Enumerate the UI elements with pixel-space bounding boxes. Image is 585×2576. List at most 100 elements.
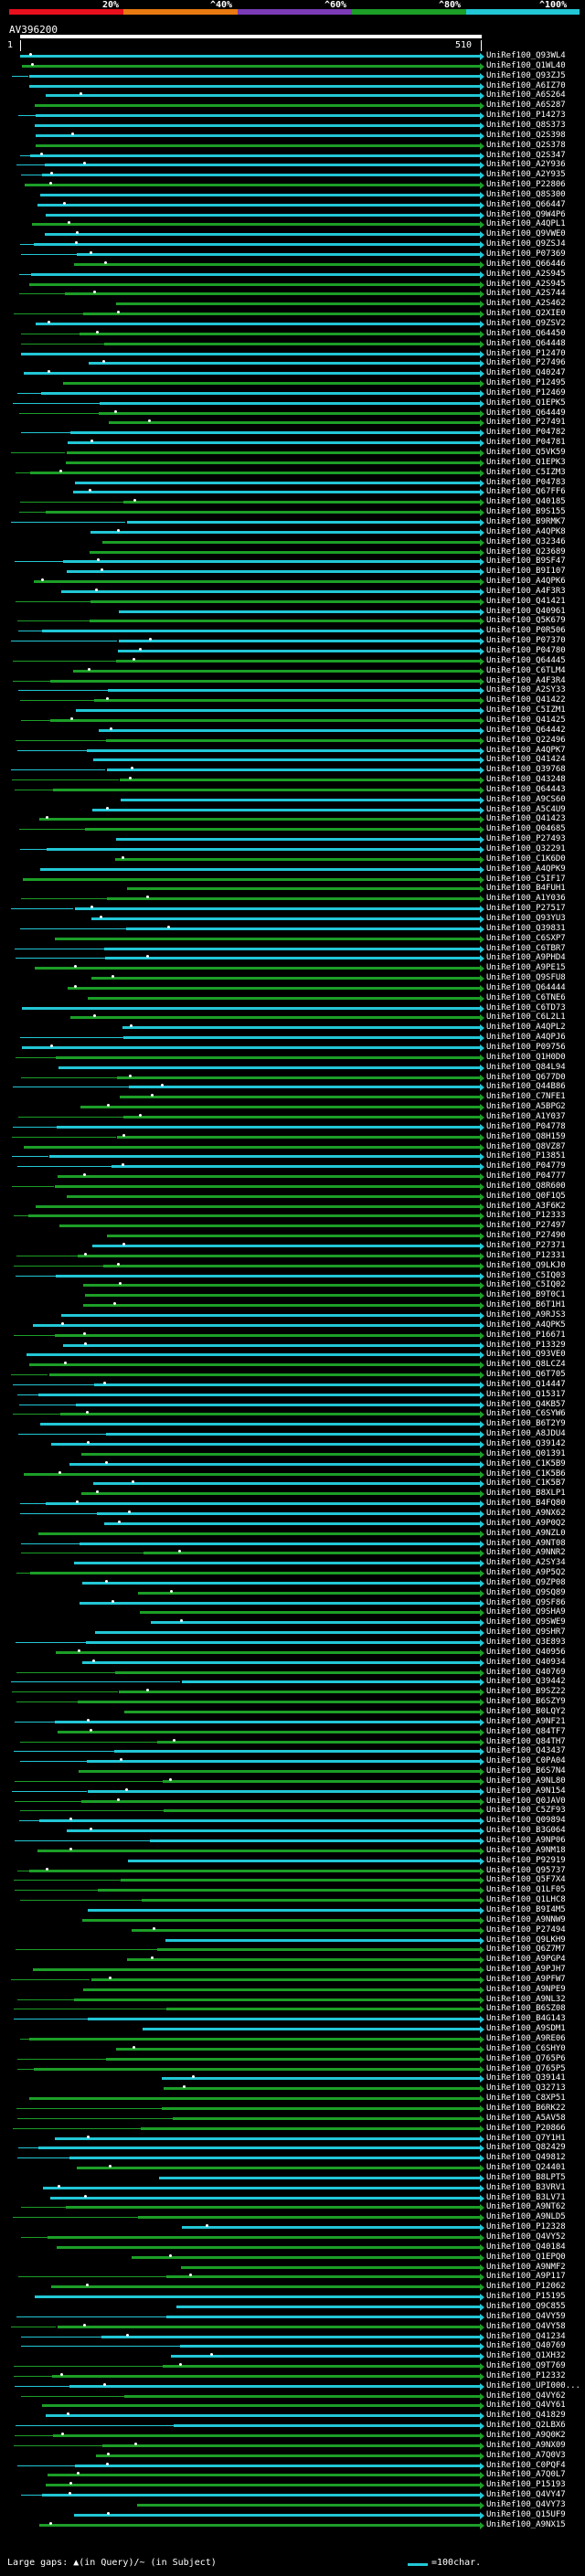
hit-id-link[interactable]: UniRef100_A4QPK8 [486,526,566,536]
hit-id-link[interactable]: UniRef100_Q4VY62 [486,2390,566,2401]
hit-id-link[interactable]: UniRef100_B4FQ80 [486,1499,566,1509]
hit-id-link[interactable]: UniRef100_A6IZ70 [486,80,566,90]
hit-id-link[interactable]: UniRef100_Q9LKH9 [486,1935,566,1945]
hit-id-link[interactable]: UniRef100_Q4VY58 [486,2321,566,2331]
hit-id-link[interactable]: UniRef100_P13851 [486,1151,566,1161]
hit-id-link[interactable]: UniRef100_Q66446 [486,259,566,269]
hit-id-link[interactable]: UniRef100_P27371 [486,1241,566,1250]
hit-id-link[interactable]: UniRef100_A2S945 [486,269,566,279]
hit-id-link[interactable]: UniRef100_Q2XIE0 [486,309,566,319]
hit-id-link[interactable]: UniRef100_Q43248 [486,775,566,785]
hit-id-link[interactable]: UniRef100_Q15UF9 [486,2509,566,2519]
hit-id-link[interactable]: UniRef100_A9NNW9 [486,1914,566,1924]
hit-id-link[interactable]: UniRef100_Q5F7X4 [486,1875,566,1885]
hit-id-link[interactable]: UniRef100_P15195 [486,2292,566,2302]
hit-id-link[interactable]: UniRef100_Q677D0 [486,1072,566,1082]
hit-id-link[interactable]: UniRef100_Q9SF86 [486,1597,566,1607]
hit-id-link[interactable]: UniRef100_Q9SQ89 [486,1587,566,1597]
hit-id-link[interactable]: UniRef100_C5IQ02 [486,1280,566,1290]
hit-id-link[interactable]: UniRef100_B6S7N4 [486,1766,566,1776]
hit-id-link[interactable]: UniRef100_Q9LKJ0 [486,1260,566,1270]
hit-id-link[interactable]: UniRef100_Q9ZSJ4 [486,239,566,249]
hit-id-link[interactable]: UniRef100_Q0JAV0 [486,1796,566,1806]
hit-id-link[interactable]: UniRef100_Q41421 [486,596,566,606]
hit-id-link[interactable]: UniRef100_B9SZ22 [486,1687,566,1697]
hit-id-link[interactable]: UniRef100_Q93WL4 [486,51,566,60]
hit-id-link[interactable]: UniRef100_A9NT62 [486,2202,566,2212]
hit-id-link[interactable]: UniRef100_Q41829 [486,2411,566,2421]
hit-id-link[interactable]: UniRef100_Q9C855 [486,2301,566,2311]
hit-id-link[interactable]: UniRef100_Q3E893 [486,1638,566,1647]
hit-id-link[interactable]: UniRef100_P12328 [486,2222,566,2232]
hit-id-link[interactable]: UniRef100_Q64449 [486,408,566,418]
hit-id-link[interactable]: UniRef100_P07369 [486,249,566,259]
hit-id-link[interactable]: UniRef100_B4G143 [486,2014,566,2024]
hit-id-link[interactable]: UniRef100_P12495 [486,378,566,388]
hit-id-link[interactable]: UniRef100_Q40934 [486,1657,566,1667]
hit-id-link[interactable]: UniRef100_Q40185 [486,497,566,507]
hit-id-link[interactable]: UniRef100_A4QPK7 [486,745,566,755]
hit-id-link[interactable]: UniRef100_Q14447 [486,1379,566,1389]
hit-id-link[interactable]: UniRef100_P20866 [486,2123,566,2133]
hit-id-link[interactable]: UniRef100_A9P117 [486,2272,566,2282]
hit-id-link[interactable]: UniRef100_P27493 [486,834,566,844]
hit-id-link[interactable]: UniRef100_P04779 [486,1161,566,1171]
hit-id-link[interactable]: UniRef100_Q32291 [486,844,566,853]
hit-id-link[interactable]: UniRef100_C8XP51 [486,2094,566,2104]
hit-id-link[interactable]: UniRef100_A2Y936 [486,160,566,170]
hit-id-link[interactable]: UniRef100_Q4VY47 [486,2490,566,2500]
hit-id-link[interactable]: UniRef100_A7Q0V3 [486,2450,566,2460]
hit-id-link[interactable]: UniRef100_A9CS60 [486,794,566,804]
hit-id-link[interactable]: UniRef100_P12469 [486,387,566,398]
hit-id-link[interactable]: UniRef100_P27496 [486,358,566,368]
hit-id-link[interactable]: UniRef100_B4FUH1 [486,884,566,894]
hit-id-link[interactable]: UniRef100_Q765P5 [486,2063,566,2073]
hit-id-link[interactable]: UniRef100_Q9SHA9 [486,1607,566,1617]
hit-id-link[interactable]: UniRef100_A2S462 [486,299,566,309]
hit-id-link[interactable]: UniRef100_Q1LHC8 [486,1895,566,1905]
hit-id-link[interactable]: UniRef100_Q40769 [486,1667,566,1677]
hit-id-link[interactable]: UniRef100_Q95737 [486,1865,566,1875]
hit-id-link[interactable]: UniRef100_Q9SFU8 [486,973,566,983]
hit-id-link[interactable]: UniRef100_P0R506 [486,626,566,636]
hit-id-link[interactable]: UniRef100_Q8S373 [486,120,566,130]
hit-id-link[interactable]: UniRef100_P12333 [486,1211,566,1221]
hit-id-link[interactable]: UniRef100_Q8S300 [486,189,566,199]
hit-id-link[interactable]: UniRef100_P04777 [486,1171,566,1182]
hit-id-link[interactable]: UniRef100_P27490 [486,1231,566,1241]
hit-id-link[interactable]: UniRef100_Q41422 [486,695,566,705]
hit-id-link[interactable]: UniRef100_Q6Z7M7 [486,1945,566,1955]
hit-id-link[interactable]: UniRef100_A9P5Q2 [486,1568,566,1578]
hit-id-link[interactable]: UniRef100_C5IQ03 [486,1270,566,1280]
hit-id-link[interactable]: UniRef100_A2Y935 [486,170,566,180]
hit-id-link[interactable]: UniRef100_A7Q0L7 [486,2470,566,2480]
hit-id-link[interactable]: UniRef100_C6TNE6 [486,992,566,1002]
hit-id-link[interactable]: UniRef100_A4F3R4 [486,675,566,685]
hit-id-link[interactable]: UniRef100_B8XLP1 [486,1489,566,1499]
hit-id-link[interactable]: UniRef100_A9PE15 [486,963,566,973]
hit-id-link[interactable]: UniRef100_A6S287 [486,101,566,111]
hit-id-link[interactable]: UniRef100_Q4VY59 [486,2311,566,2321]
hit-id-link[interactable]: UniRef100_A2SY34 [486,1558,566,1568]
hit-id-link[interactable]: UniRef100_Q9ZP08 [486,1577,566,1587]
hit-id-link[interactable]: UniRef100_Q1EPK5 [486,398,566,408]
hit-id-link[interactable]: UniRef100_A4QPJ6 [486,1033,566,1043]
hit-id-link[interactable]: UniRef100_P16671 [486,1330,566,1340]
hit-id-link[interactable]: UniRef100_Q5K679 [486,616,566,626]
hit-id-link[interactable]: UniRef100_A1Y036 [486,894,566,904]
hit-id-link[interactable]: UniRef100_B8LPT5 [486,2172,566,2182]
hit-id-link[interactable]: UniRef100_B6SZ08 [486,2004,566,2014]
hit-id-link[interactable]: UniRef100_Q39142 [486,1439,566,1448]
hit-id-link[interactable]: UniRef100_C5IZM1 [486,705,566,716]
hit-id-link[interactable]: UniRef100_B9S155 [486,507,566,517]
hit-id-link[interactable]: UniRef100_Q1EPQ0 [486,2252,566,2262]
hit-id-link[interactable]: UniRef100_A4QPK6 [486,577,566,587]
hit-id-link[interactable]: UniRef100_Q1XH32 [486,2351,566,2361]
hit-id-link[interactable]: UniRef100_C6SHY0 [486,2043,566,2053]
hit-id-link[interactable]: UniRef100_B6T1H1 [486,1300,566,1310]
hit-id-link[interactable]: UniRef100_B0LQY2 [486,1706,566,1716]
hit-id-link[interactable]: UniRef100_A8JDU4 [486,1429,566,1439]
hit-id-link[interactable]: UniRef100_Q4VY61 [486,2401,566,2411]
hit-id-link[interactable]: UniRef100_A9PGP4 [486,1955,566,1965]
hit-id-link[interactable]: UniRef100_A9NX62 [486,1508,566,1518]
